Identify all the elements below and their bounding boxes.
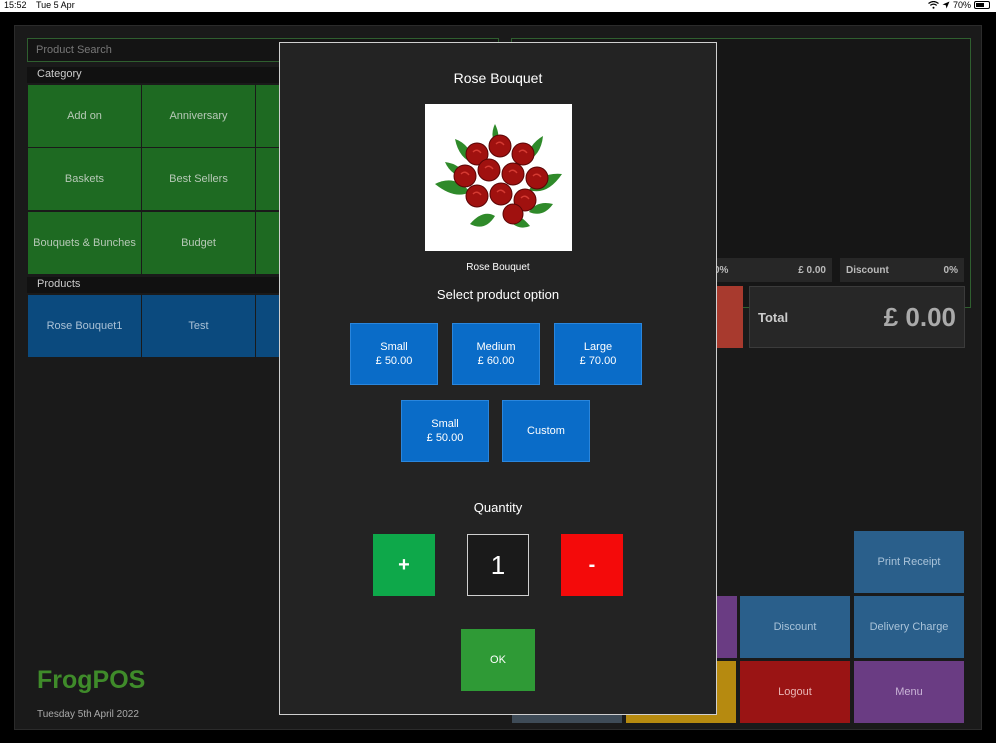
status-time: 15:52 [4, 0, 27, 10]
option-name: Small [380, 341, 408, 353]
product-option-modal: Rose Bouquet [279, 42, 717, 715]
option-name: Medium [476, 341, 516, 353]
option-name: Custom [527, 425, 565, 437]
option-price: £ 50.00 [426, 432, 464, 444]
action-button-partial[interactable] [717, 596, 737, 658]
status-date: Tue 5 Apr [36, 0, 75, 10]
tax-value: 0% [714, 264, 729, 276]
option-button-medium[interactable]: Medium £ 60.00 [452, 323, 540, 385]
status-indicators: 70% [928, 0, 990, 10]
location-arrow-icon [942, 1, 950, 9]
quantity-value[interactable]: 1 [467, 534, 529, 596]
ok-button[interactable]: OK [461, 629, 535, 691]
option-price: £ 60.00 [477, 355, 515, 367]
total-label: Total [758, 309, 789, 325]
total-value: £ 0.00 [883, 301, 956, 332]
product-tile-test[interactable]: Test [142, 295, 255, 357]
discount-button[interactable]: Discount [740, 596, 850, 658]
option-price: £ 50.00 [375, 355, 413, 367]
product-tile-partial[interactable] [256, 295, 280, 357]
modal-title: Rose Bouquet [453, 70, 543, 86]
subtotal-value: £ 0.00 [798, 264, 826, 276]
discount-label: Discount [846, 264, 889, 276]
option-button-large[interactable]: Large £ 70.00 [554, 323, 642, 385]
brand-logo: FrogPOS [37, 666, 146, 694]
wifi-icon [928, 1, 939, 9]
option-name: Large [583, 341, 613, 353]
quantity-heading: Quantity [473, 500, 523, 515]
discount-box: Discount 0% [840, 258, 964, 282]
option-name: Small [431, 418, 459, 430]
option-button-small-2[interactable]: Small £ 50.00 [401, 400, 489, 462]
category-tile-bouquets-bunches[interactable]: Bouquets & Bunches [28, 212, 141, 274]
category-tile-add-on[interactable]: Add on [28, 85, 141, 147]
option-button-custom[interactable]: Custom [502, 400, 590, 462]
menu-button[interactable]: Menu [854, 661, 964, 723]
total-box: Total £ 0.00 [749, 286, 965, 348]
rose-bouquet-image [435, 124, 562, 228]
category-tile-best-sellers[interactable]: Best Sellers [142, 148, 255, 210]
category-tile-partial[interactable] [256, 212, 280, 274]
quantity-increase-button[interactable]: + [373, 534, 435, 596]
battery-percent: 70% [952, 0, 971, 10]
delivery-charge-button[interactable]: Delivery Charge [854, 596, 964, 658]
print-receipt-button[interactable]: Print Receipt [854, 531, 964, 593]
category-tile-baskets[interactable]: Baskets [28, 148, 141, 210]
category-tile-partial[interactable] [256, 85, 280, 147]
option-heading: Select product option [436, 287, 560, 302]
product-image [425, 104, 572, 251]
category-tile-anniversary[interactable]: Anniversary [142, 85, 255, 147]
product-tile-rose-bouquet1[interactable]: Rose Bouquet1 [28, 295, 141, 357]
battery-fill [976, 3, 985, 7]
battery-icon [974, 1, 990, 9]
product-image-caption: Rose Bouquet [466, 262, 530, 273]
option-button-small[interactable]: Small £ 50.00 [350, 323, 438, 385]
discount-value: 0% [943, 264, 958, 276]
tax-box: 0% £ 0.00 [708, 258, 832, 282]
logout-button[interactable]: Logout [740, 661, 850, 723]
brand-date: Tuesday 5th April 2022 [37, 709, 139, 720]
quantity-decrease-button[interactable]: - [561, 534, 623, 596]
option-price: £ 70.00 [579, 355, 617, 367]
category-tile-partial[interactable] [256, 148, 280, 210]
clear-order-button[interactable] [715, 286, 743, 348]
ios-status-bar: 15:52 Tue 5 Apr 70% [0, 0, 996, 12]
category-tile-budget[interactable]: Budget [142, 212, 255, 274]
